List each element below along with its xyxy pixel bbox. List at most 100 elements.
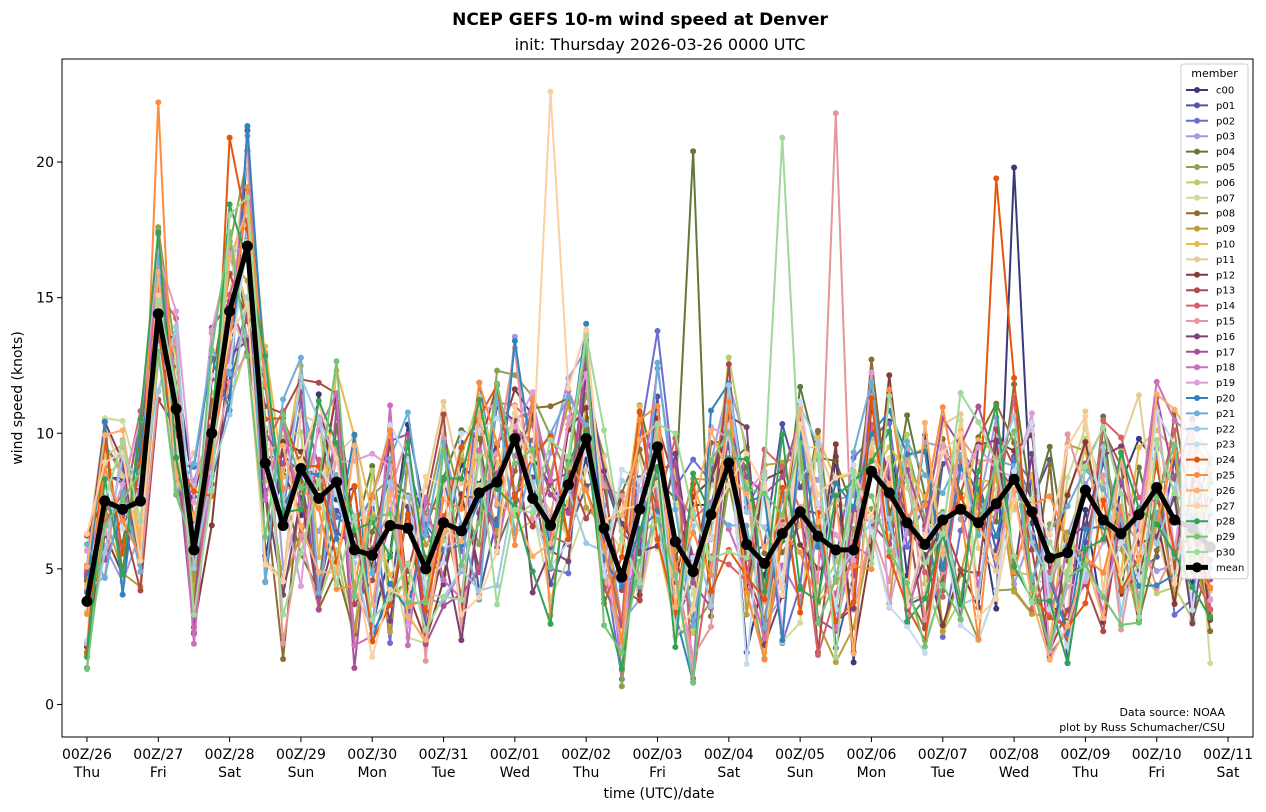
data-point: [1153, 378, 1160, 385]
data-point: [797, 475, 804, 482]
mean-point: [117, 503, 129, 515]
data-point: [1046, 644, 1053, 651]
data-point: [1064, 629, 1071, 636]
data-point: [690, 606, 697, 613]
data-point: [1153, 582, 1160, 589]
legend-swatch-marker: [1194, 271, 1200, 278]
data-point: [904, 618, 911, 625]
data-point: [743, 490, 750, 497]
data-point: [173, 454, 180, 461]
data-point: [672, 644, 679, 651]
mean-point: [830, 544, 842, 556]
data-point: [939, 551, 946, 558]
data-point: [707, 588, 714, 595]
data-point: [1100, 615, 1107, 622]
data-point: [779, 459, 786, 466]
data-point: [458, 457, 465, 464]
data-point: [743, 451, 750, 458]
data-point: [458, 430, 465, 437]
x-axis: 00Z/26 Thu 00Z/27 Fri 00Z/28 Sat 00Z/29 Sun 00Z/…: [62, 737, 1253, 781]
legend-item: p28: [1186, 517, 1235, 528]
data-point: [886, 480, 893, 487]
data-point: [244, 300, 251, 307]
x-tick-day-label: Mon: [857, 765, 887, 781]
data-point: [404, 642, 411, 649]
legend-label: p20: [1216, 394, 1235, 405]
data-point: [921, 643, 928, 650]
mean-point: [241, 240, 253, 252]
data-point: [690, 679, 697, 686]
data-point: [725, 561, 732, 568]
legend-item: p08: [1186, 209, 1235, 220]
legend-swatch-marker: [1194, 302, 1200, 309]
data-point: [814, 491, 821, 498]
data-point: [387, 510, 394, 517]
data-point: [280, 655, 287, 662]
data-point: [797, 609, 804, 616]
data-point: [886, 392, 893, 399]
mean-point: [366, 549, 378, 561]
mean-point: [348, 544, 360, 556]
mean-point: [420, 563, 432, 575]
mean-point: [669, 536, 681, 548]
data-point: [868, 566, 875, 573]
mean-point: [937, 514, 949, 526]
mean-point: [1026, 506, 1038, 518]
data-point: [1028, 539, 1035, 546]
data-point: [797, 421, 804, 428]
data-point: [975, 636, 982, 643]
legend-label: mean: [1216, 563, 1244, 574]
data-point: [1100, 536, 1107, 543]
data-point: [511, 542, 518, 549]
data-point: [511, 386, 518, 393]
data-point: [672, 572, 679, 579]
chart-subtitle: init: Thursday 2026-03-26 0000 UTC: [515, 35, 806, 54]
legend-swatch-marker: [1194, 333, 1200, 340]
data-point: [404, 560, 411, 567]
data-point: [636, 597, 643, 604]
mean-point: [206, 427, 218, 439]
data-point: [1153, 547, 1160, 554]
data-point: [511, 403, 518, 410]
legend-swatch-marker: [1194, 533, 1200, 540]
data-point: [387, 595, 394, 602]
data-point: [814, 500, 821, 507]
data-point: [904, 412, 911, 419]
data-point: [1135, 614, 1142, 621]
mean-point: [1151, 481, 1163, 493]
data-point: [583, 320, 590, 327]
data-point: [547, 436, 554, 443]
data-point: [1171, 441, 1178, 448]
data-point: [761, 524, 768, 531]
data-point: [565, 453, 572, 460]
data-point: [761, 635, 768, 642]
data-point: [387, 455, 394, 462]
data-point: [1100, 444, 1107, 451]
data-point: [101, 418, 108, 425]
data-point: [440, 593, 447, 600]
data-point: [119, 427, 126, 434]
data-point: [440, 411, 447, 418]
data-point: [297, 374, 304, 381]
data-point: [262, 561, 269, 568]
data-point: [547, 491, 554, 498]
data-point: [476, 594, 483, 601]
data-point: [565, 393, 572, 400]
mean-point: [990, 498, 1002, 510]
legend-item: p11: [1186, 255, 1235, 266]
mean-point: [652, 441, 663, 453]
mean-point: [812, 530, 824, 542]
data-point: [262, 381, 269, 388]
data-point: [547, 540, 554, 547]
x-tick-day-label: Fri: [150, 765, 167, 781]
data-point: [458, 475, 465, 482]
data-point: [1153, 390, 1160, 397]
data-point: [369, 616, 376, 623]
legend-label: p01: [1216, 101, 1235, 112]
data-point: [690, 470, 697, 477]
data-point: [511, 372, 518, 379]
series-line-p26: [85, 207, 1212, 661]
data-point: [1011, 412, 1018, 419]
data-point: [422, 532, 429, 539]
data-point: [975, 419, 982, 426]
